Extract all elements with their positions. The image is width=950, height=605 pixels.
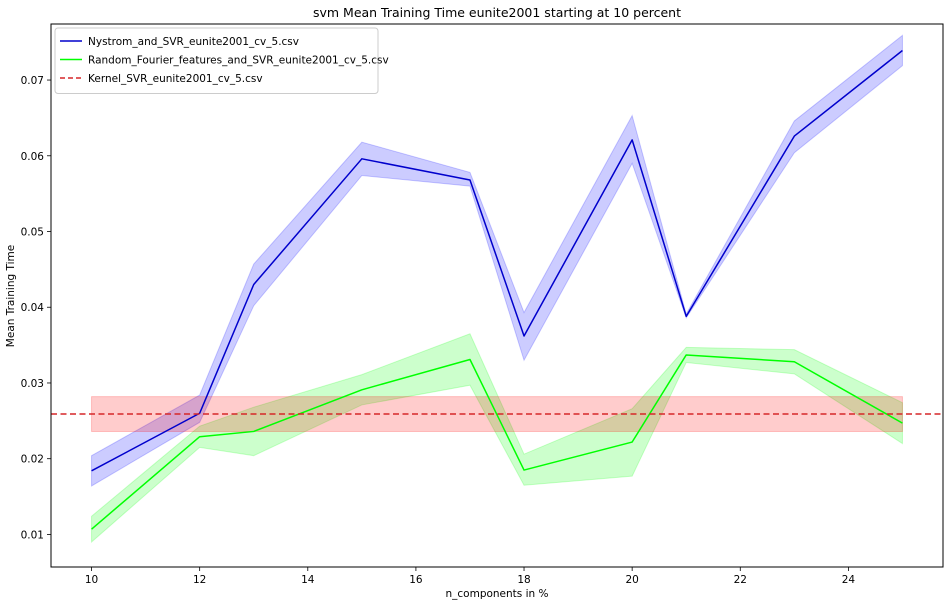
y-tick-label-5: 0.06 — [21, 151, 45, 163]
x-tick-label-4: 18 — [517, 574, 530, 586]
legend-label-2: Random_Fourier_features_and_SVR_eunite20… — [88, 55, 389, 67]
chart-title: svm Mean Training Time eunite2001 starti… — [313, 5, 681, 20]
axis-ticks: 10 12 14 16 18 20 22 24 0.01 0.02 0.03 0.04 0.05 0.06… — [21, 75, 856, 586]
y-tick-label-0: 0.01 — [21, 529, 44, 541]
x-tick-label-5: 20 — [625, 574, 638, 586]
y-axis-label: Mean Training Time — [5, 245, 17, 347]
axes-frame — [50, 23, 944, 568]
y-tick-label-4: 0.05 — [21, 227, 44, 239]
series-1-confidence-band — [91, 34, 903, 487]
x-tick-label-1: 12 — [193, 574, 206, 586]
y-tick-label-6: 0.07 — [21, 75, 44, 87]
series-2-line — [91, 354, 903, 530]
x-tick-label-6: 22 — [734, 574, 747, 586]
y-tick-label-2: 0.03 — [21, 378, 44, 390]
x-tick-label-2: 14 — [301, 574, 315, 586]
series-2-confidence-band — [91, 333, 903, 544]
x-tick-label-7: 24 — [842, 574, 856, 586]
y-tick-label-3: 0.04 — [21, 302, 45, 314]
series-1-line — [91, 49, 903, 472]
legend-box — [54, 27, 379, 94]
series-group — [51, 34, 943, 544]
legend-label-1: Nystrom_and_SVR_eunite2001_cv_5.csv — [88, 36, 299, 48]
y-tick-label-1: 0.02 — [21, 454, 44, 466]
x-tick-label-3: 16 — [409, 574, 423, 586]
x-tick-label-0: 10 — [85, 574, 98, 586]
legend-label-3: Kernel_SVR_eunite2001_cv_5.csv — [88, 73, 263, 85]
plot-area — [51, 34, 943, 544]
x-axis-label: n_components in % — [445, 588, 548, 600]
legend: Nystrom_and_SVR_eunite2001_cv_5.csv Rando… — [54, 27, 389, 94]
